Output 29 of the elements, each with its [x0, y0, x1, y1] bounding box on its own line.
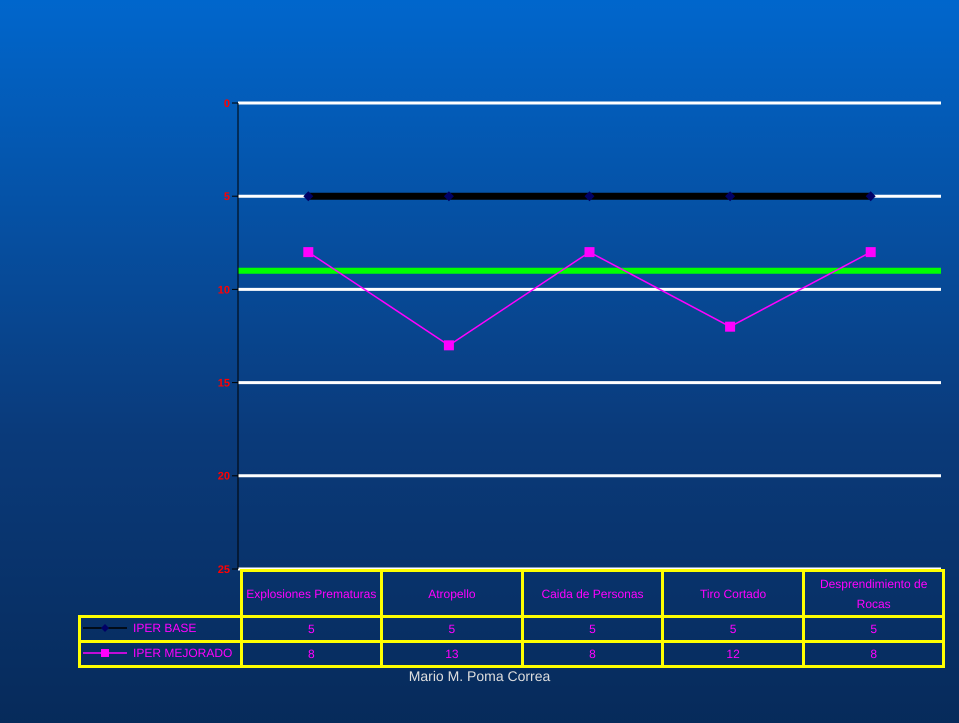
data-label: 5: [662, 616, 804, 642]
legend-label: IPER MEJORADO: [132, 646, 232, 660]
x-tick-label: Explosiones Prematuras: [241, 570, 382, 616]
data-label: 5: [803, 616, 944, 642]
x-tick-label: Caida de Personas: [522, 570, 663, 616]
x-tick-label: Tiro Cortado: [662, 570, 804, 616]
data-label: 5: [382, 616, 522, 642]
data-label: 13: [382, 642, 522, 666]
data-label: 8: [522, 642, 663, 666]
x-tick-label: Atropello: [382, 570, 522, 616]
y-tick-label: 15: [218, 378, 230, 390]
data-label: 5: [241, 616, 382, 642]
data-label: 8: [803, 642, 944, 666]
y-tick-label: 0: [224, 98, 230, 110]
point: [725, 322, 736, 332]
point: [866, 247, 876, 258]
data-label: 5: [522, 616, 663, 642]
point: [303, 247, 314, 258]
legend-label: IPER BASE: [132, 621, 196, 635]
data-label: 8: [241, 642, 382, 666]
x-tick-label: Desprendimiento de Rocas: [803, 570, 944, 616]
y-tick-label: 5: [224, 191, 230, 204]
y-tick-label: 20: [218, 470, 230, 483]
y-tick-label: 25: [218, 564, 230, 576]
point: [444, 340, 454, 350]
y-tick-label: 10: [218, 284, 230, 296]
text: Mario M. Poma Correa: [408, 668, 552, 684]
data-label: 12: [662, 642, 804, 666]
point: [584, 247, 594, 258]
